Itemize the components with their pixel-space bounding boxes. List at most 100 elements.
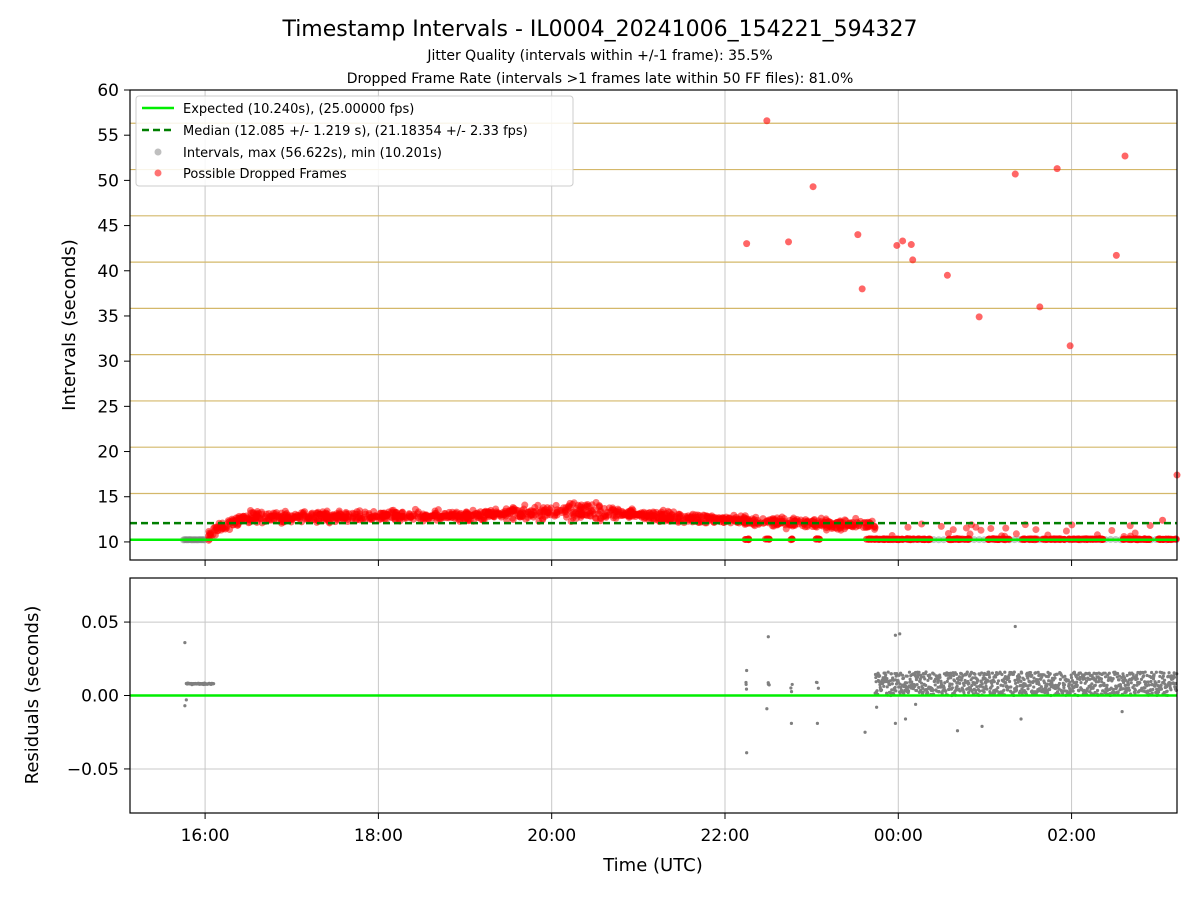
dropped-frame-point [453, 512, 461, 520]
dropped-frame-point [937, 522, 945, 530]
residual-point [962, 690, 966, 694]
intervals-ytick-label: 55 [97, 126, 119, 146]
dropped-frame-point [987, 524, 995, 532]
residual-point [946, 677, 950, 681]
residual-point [1016, 680, 1020, 684]
residual-point [890, 688, 894, 692]
residuals-xtick-label: 16:00 [181, 826, 230, 846]
residual-point [1014, 681, 1018, 685]
residual-point [1084, 679, 1089, 683]
dropped-frame-point [657, 508, 665, 516]
residual-point [1003, 670, 1007, 674]
intervals-ytick-label: 15 [97, 488, 119, 508]
residual-point [1032, 676, 1036, 680]
residual-point [1018, 675, 1022, 679]
dropped-frame-point [270, 516, 278, 524]
residual-outlier [893, 633, 897, 637]
dropped-frame-outlier [907, 241, 915, 249]
dropped-frame-point [389, 506, 397, 514]
dropped-frame-point [217, 523, 225, 531]
residual-point [1111, 677, 1115, 681]
residual-point [970, 683, 974, 688]
residual-outlier [183, 704, 187, 708]
dropped-frame-point [536, 512, 544, 520]
figure-subtitle-dropped: Dropped Frame Rate (intervals >1 frames … [347, 71, 854, 87]
dropped-frame-point [521, 501, 529, 509]
dropped-frame-point [1002, 524, 1010, 532]
dropped-frame-outlier [785, 238, 793, 246]
residual-point [1159, 683, 1163, 687]
residual-point [1168, 684, 1172, 688]
residual-point [212, 682, 216, 686]
residual-point [744, 687, 749, 691]
residual-point [1037, 682, 1041, 687]
residual-point [919, 681, 924, 685]
dropped-frame-outlier [1121, 152, 1129, 160]
residual-point [1133, 688, 1137, 692]
residual-point [1105, 686, 1109, 690]
residual-point [1142, 674, 1146, 678]
residual-point [925, 690, 930, 695]
residual-point [1004, 680, 1008, 685]
residual-point [879, 688, 884, 692]
residual-point [996, 685, 1000, 690]
dropped-frame-point [627, 512, 635, 520]
residual-point [1009, 685, 1013, 689]
residual-point [1045, 682, 1049, 686]
residual-point [1015, 685, 1019, 689]
residual-point [1094, 677, 1098, 682]
dropped-frame-point [552, 501, 560, 509]
dropped-frame-point [530, 513, 538, 521]
residual-point [882, 684, 886, 688]
residual-point [1087, 671, 1091, 675]
dropped-frame-point [229, 516, 237, 524]
dropped-frame-point [482, 507, 490, 515]
residual-point [789, 690, 794, 694]
residual-point [1135, 677, 1139, 681]
dropped-frame-point [275, 513, 283, 521]
dropped-frame-point [609, 505, 617, 513]
dropped-frame-point [287, 515, 295, 523]
residual-point [898, 671, 903, 675]
residual-point [1055, 672, 1059, 676]
residual-point [1062, 685, 1066, 690]
residual-point [790, 682, 794, 687]
residual-point [1028, 670, 1033, 675]
residual-point [1122, 676, 1127, 680]
dropped-frame-outlier [1053, 165, 1061, 173]
residual-point [923, 677, 927, 681]
residual-point [1115, 671, 1120, 676]
residuals-panel: −0.05 0.00 0.05 16:00 18:00 20:00 22:00 00:00 0… [22, 577, 1179, 876]
residual-point [980, 671, 984, 675]
residual-point [988, 690, 992, 694]
intervals-panel: 10 15 20 25 30 35 40 45 50 55 60 Intervals (second… [59, 81, 1181, 566]
residual-point [980, 682, 984, 686]
dropped-frame-point [448, 510, 456, 518]
residual-point [1135, 673, 1139, 677]
intervals-ytick-label: 25 [97, 397, 119, 417]
residual-point [915, 682, 919, 687]
residual-point [1127, 688, 1131, 692]
residual-point [816, 686, 820, 690]
residual-point [958, 689, 962, 693]
dropped-frame-point [349, 513, 357, 521]
dropped-frame-point [329, 512, 337, 520]
residual-point [1040, 675, 1044, 679]
residuals-xtick-label: 20:00 [527, 826, 576, 846]
residual-point [1105, 683, 1109, 687]
residual-point [979, 679, 983, 683]
residual-point [1116, 690, 1120, 694]
dropped-frame-point [588, 501, 596, 509]
residual-point [987, 673, 991, 677]
residual-point [1132, 675, 1136, 679]
legend-median-label: Median (12.085 +/- 1.219 s), (21.18354 +… [183, 124, 528, 139]
residual-point [888, 691, 893, 695]
dropped-frame-point [246, 507, 254, 515]
residuals-ytick-label: 0.05 [81, 613, 119, 633]
residual-point [940, 691, 944, 695]
residual-point [917, 670, 921, 675]
residual-point [901, 676, 906, 680]
residual-point [962, 683, 966, 687]
residual-point [982, 690, 986, 694]
